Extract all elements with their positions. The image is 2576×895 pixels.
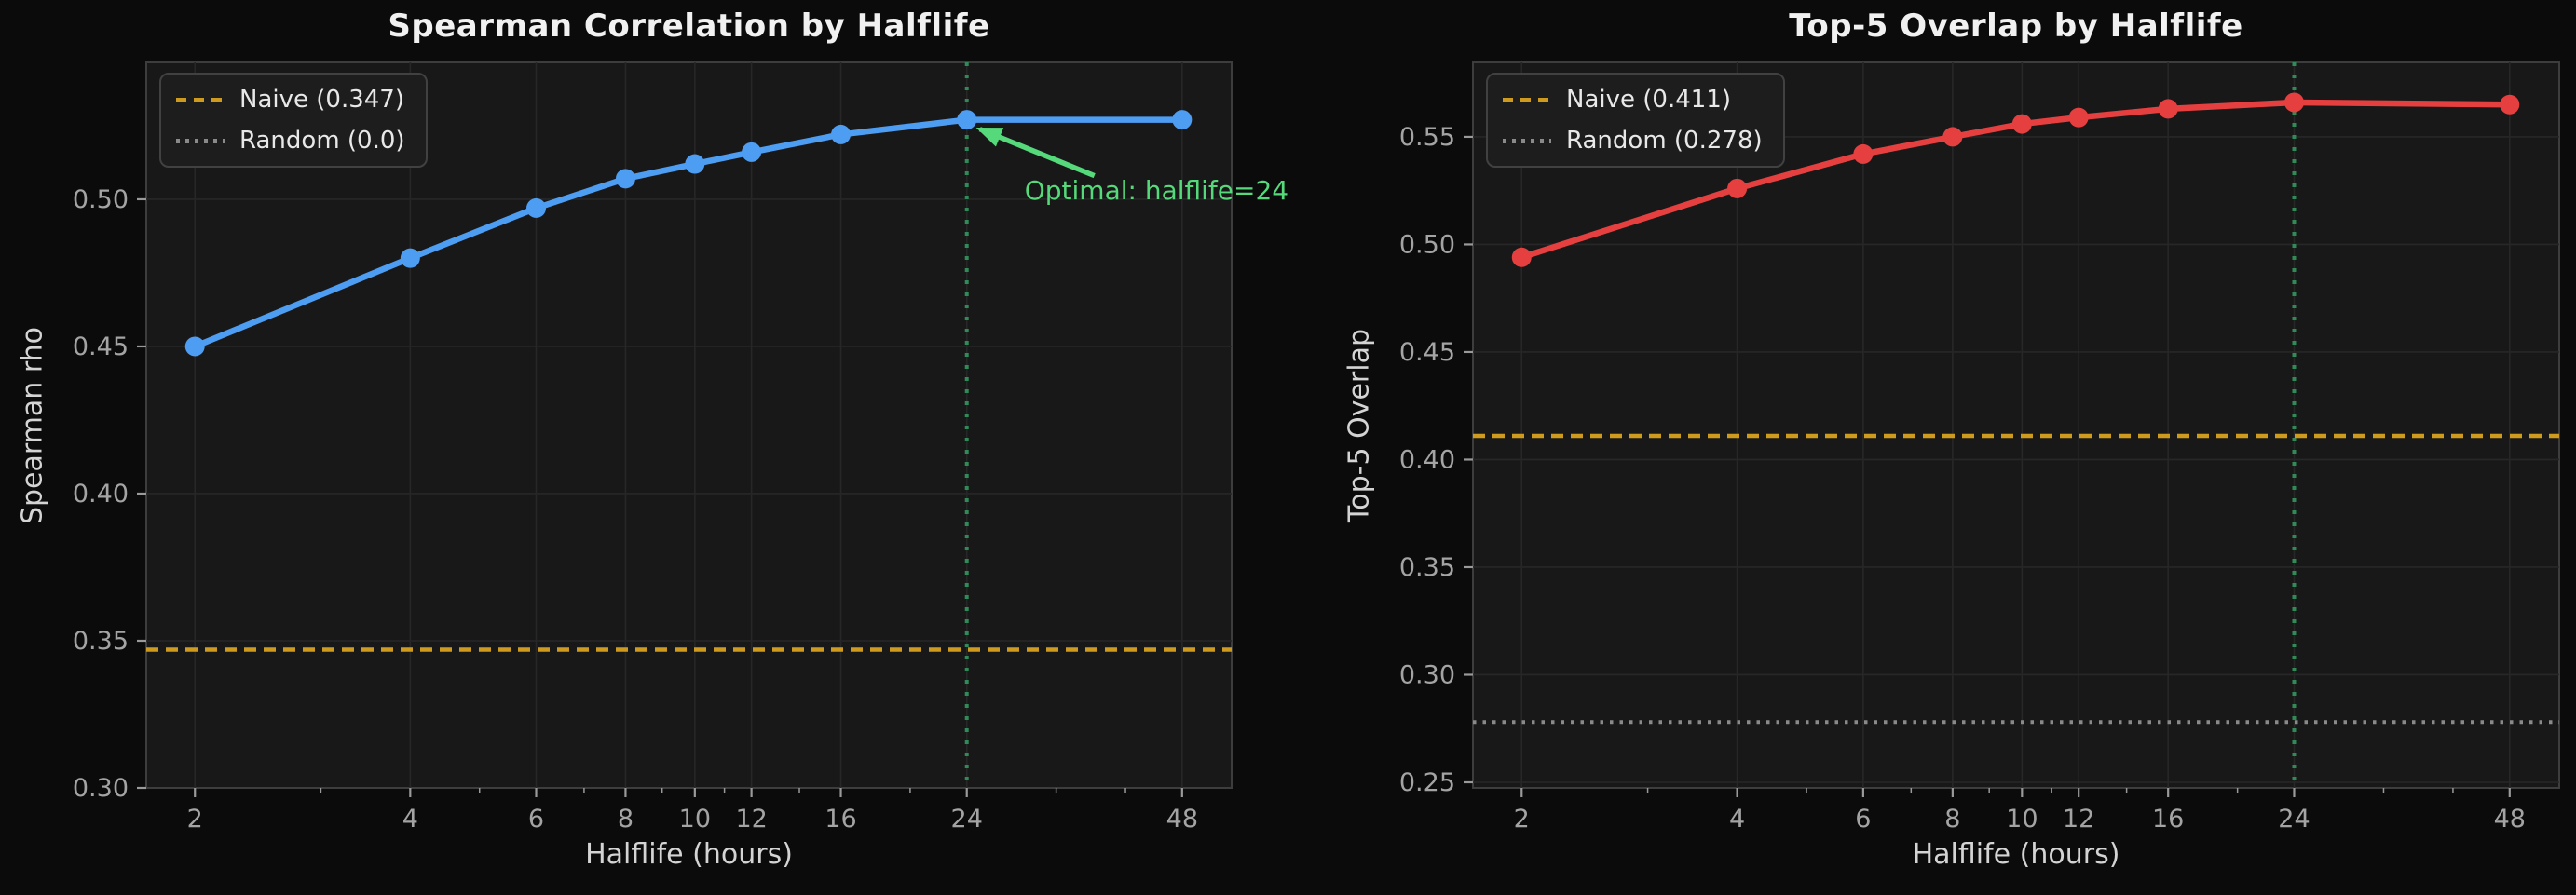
x-tick-label: 12: [735, 805, 767, 834]
x-tick-label: 10: [679, 805, 711, 834]
axes-background: [1472, 61, 2560, 789]
x-tick-label: 2: [187, 805, 203, 834]
x-tick-label: 16: [825, 805, 856, 834]
data-point: [957, 110, 977, 130]
legend-label-naive: Naive (0.347): [239, 86, 404, 114]
chart-title: Top-5 Overlap by Halflife: [1789, 7, 2243, 45]
data-point: [742, 142, 762, 162]
x-tick-label: 8: [618, 805, 634, 834]
x-tick-label: 12: [2063, 805, 2094, 834]
data-point: [526, 197, 547, 218]
data-point: [2283, 92, 2304, 113]
x-tick-label: 2: [1514, 805, 1530, 834]
legend-item-naive: Naive (0.411): [1503, 86, 1763, 114]
data-point: [615, 169, 635, 189]
y-tick-label: 0.30: [73, 774, 129, 803]
plot-area-spearman: 0.300.350.400.450.502 4 6 8 10 12 16 24 48: [73, 61, 1233, 834]
x-tick-label: 6: [1855, 805, 1871, 834]
axes-background: [145, 61, 1233, 789]
x-tick-label: 10: [2006, 805, 2038, 834]
x-tick-label: 4: [1729, 805, 1745, 834]
series-line: [1519, 99, 2514, 261]
random-dotted-line-sample: [176, 138, 225, 143]
y-tick-label: 0.35: [1399, 553, 1455, 582]
legend-label-random: Random (0.278): [1566, 127, 1763, 155]
x-tick-label: 24: [2278, 805, 2310, 834]
x-tick-label: 24: [951, 805, 983, 834]
data-point: [2500, 94, 2520, 115]
legend: Naive (0.347) Random (0.0): [159, 73, 428, 168]
data-point: [2068, 107, 2089, 128]
x-tick-label: 48: [2494, 805, 2526, 834]
y-tick-label: 0.35: [73, 627, 129, 656]
plot-area-top5-overlap: 0.250.300.350.400.450.500.552 4 6 8 10 12 16 24…: [1399, 61, 2560, 834]
data-point: [831, 124, 852, 144]
data-point: [685, 154, 705, 174]
annotation-arrow: [975, 127, 1096, 179]
x-tick-label: 6: [528, 805, 544, 834]
y-tick-label: 0.50: [1399, 230, 1455, 259]
x-tick-label: 48: [1166, 805, 1198, 834]
legend: Naive (0.411) Random (0.278): [1486, 73, 1785, 168]
x-axis-label: Halflife (hours): [585, 838, 793, 871]
legend-item-random: Random (0.278): [1503, 127, 1763, 155]
optimal-annotation: Optimal: halflife=24: [1024, 174, 1289, 206]
data-point: [400, 248, 420, 268]
legend-label-naive: Naive (0.411): [1566, 86, 1731, 114]
x-axis-label: Halflife (hours): [1912, 838, 2120, 871]
random-dotted-line-sample: [1503, 138, 1551, 143]
x-tick-label: 16: [2152, 805, 2184, 834]
y-tick-label: 0.25: [1399, 768, 1455, 797]
x-tick-label: 8: [1944, 805, 1960, 834]
legend-label-random: Random (0.0): [239, 127, 405, 155]
y-tick-label: 0.50: [73, 185, 129, 214]
chart-title: Spearman Correlation by Halflife: [388, 7, 990, 45]
y-axis-label: Spearman rho: [16, 326, 49, 524]
y-tick-label: 0.40: [1399, 445, 1455, 474]
y-tick-label: 0.55: [1399, 123, 1455, 152]
data-point: [1727, 178, 1748, 198]
y-tick-label: 0.45: [1399, 338, 1455, 367]
legend-item-naive: Naive (0.347): [176, 86, 405, 114]
legend-item-random: Random (0.0): [176, 127, 405, 155]
data-point: [1172, 110, 1193, 130]
x-tick-label: 4: [402, 805, 418, 834]
y-tick-label: 0.40: [73, 480, 129, 509]
y-axis-label: Top-5 Overlap: [1343, 328, 1376, 522]
naive-dashed-line-sample: [176, 97, 225, 102]
data-point: [1853, 143, 1874, 164]
data-point: [184, 336, 205, 357]
data-point: [1511, 247, 1532, 267]
series-line: [191, 116, 1186, 350]
data-point: [2158, 99, 2178, 119]
y-tick-label: 0.45: [73, 332, 129, 361]
y-tick-label: 0.30: [1399, 660, 1455, 689]
data-point: [1942, 127, 1963, 147]
naive-dashed-line-sample: [1503, 97, 1551, 102]
data-point: [2011, 114, 2032, 134]
